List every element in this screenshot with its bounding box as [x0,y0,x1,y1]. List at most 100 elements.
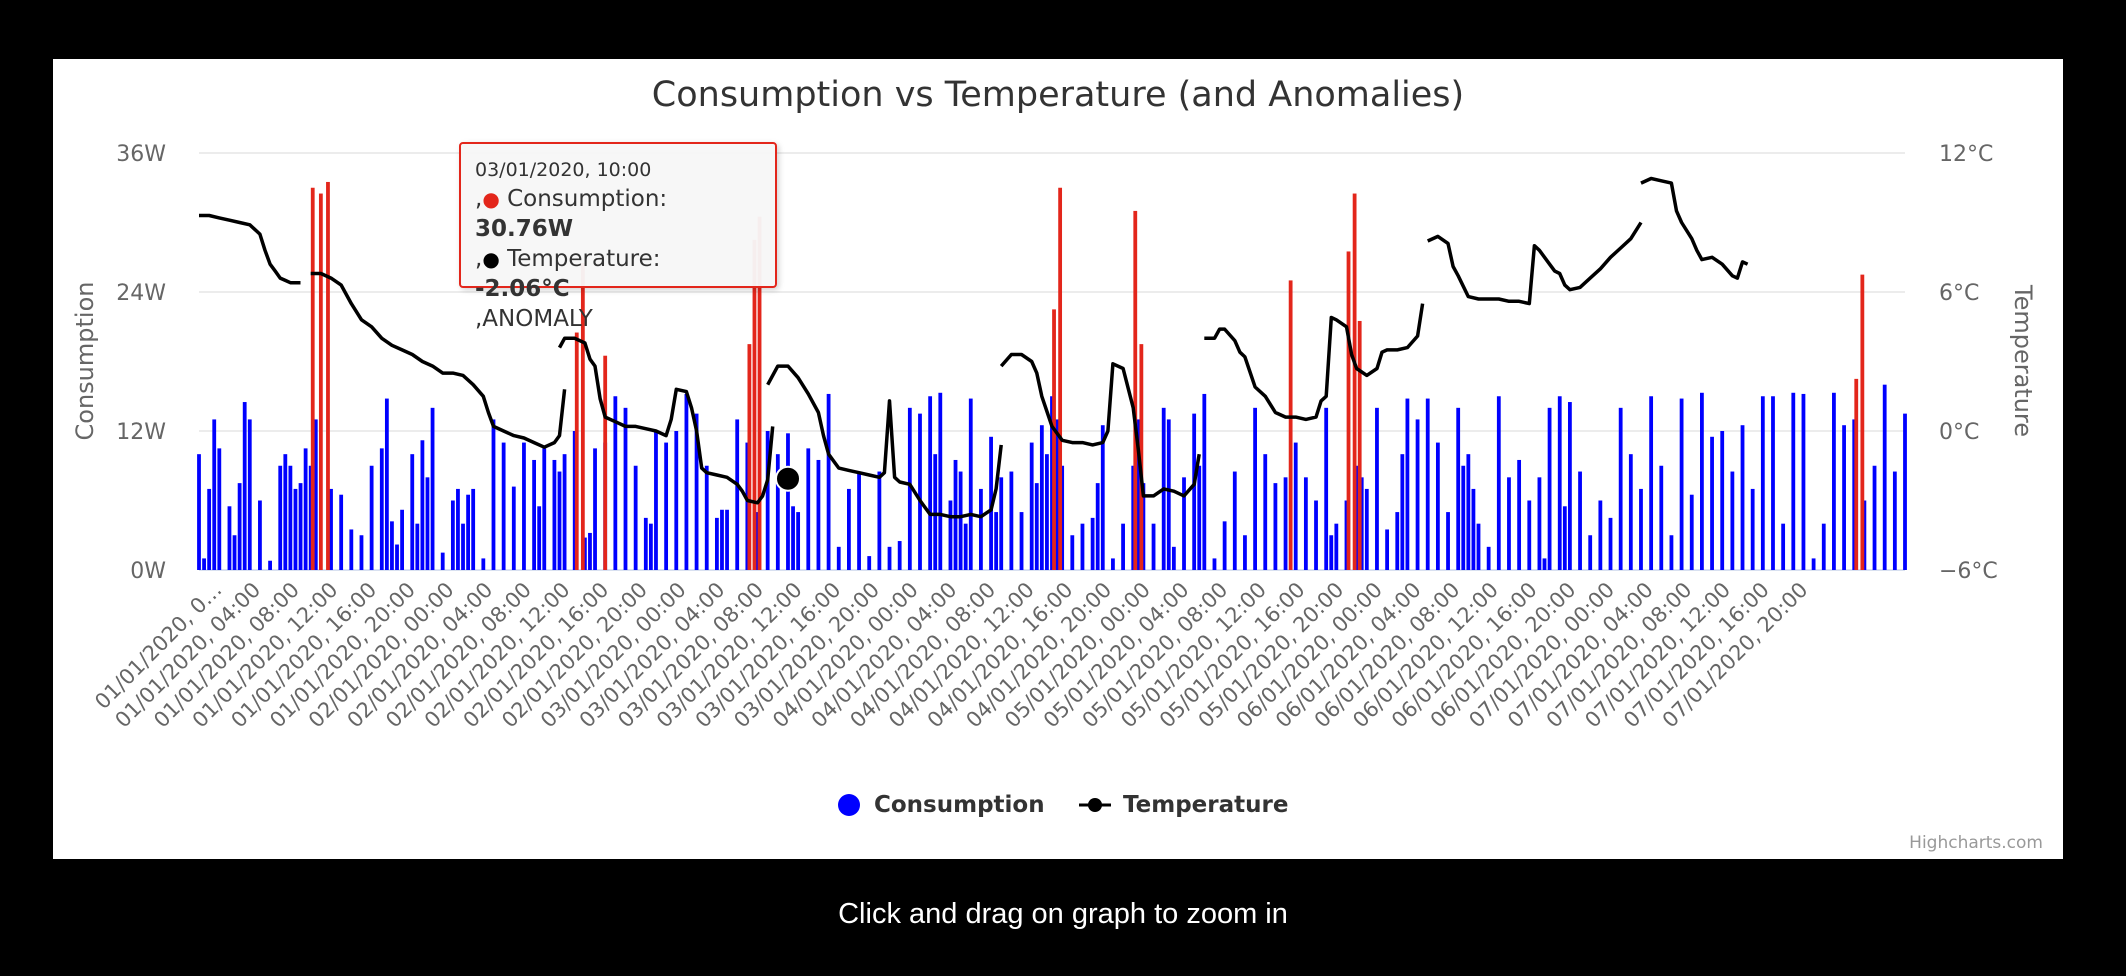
consumption-bar[interactable] [1166,419,1171,570]
consumption-bar[interactable] [1141,483,1146,570]
consumption-bar[interactable] [1517,459,1522,570]
anomaly-bar[interactable] [1357,320,1362,570]
consumption-bar[interactable] [1882,384,1887,570]
consumption-bar[interactable] [456,488,460,570]
consumption-bar[interactable] [1202,393,1207,570]
consumption-bar[interactable] [674,431,679,570]
consumption-bar[interactable] [963,523,968,570]
consumption-bar[interactable] [283,454,288,570]
consumption-bar[interactable] [1111,558,1115,570]
consumption-series[interactable] [197,384,1907,571]
consumption-bar[interactable] [288,465,293,570]
anomaly-bar[interactable] [603,355,608,570]
consumption-bar[interactable] [308,465,313,570]
consumption-bar[interactable] [1314,500,1318,571]
credits-link[interactable]: Highcharts.com [1909,833,2043,853]
consumption-bar[interactable] [1771,396,1775,570]
consumption-bar[interactable] [755,512,760,570]
consumption-bar[interactable] [1344,500,1349,571]
consumption-bar[interactable] [887,546,892,570]
consumption-bar[interactable] [491,419,496,570]
consumption-bar[interactable] [786,433,790,570]
temperature-line-segment[interactable] [766,364,1003,519]
consumption-bar[interactable] [197,454,201,570]
consumption-bar[interactable] [897,541,902,570]
consumption-bar[interactable] [1588,535,1593,570]
consumption-bar[interactable] [1486,546,1491,570]
consumption-bar[interactable] [1334,523,1339,570]
consumption-bar[interactable] [588,532,592,570]
consumption-bar[interactable] [1324,407,1329,570]
consumption-bar[interactable] [1892,471,1897,570]
consumption-bar[interactable] [1034,483,1039,570]
consumption-bar[interactable] [1039,425,1044,570]
consumption-bar[interactable] [1562,506,1567,570]
consumption-bar[interactable] [806,448,811,570]
consumption-bar[interactable] [867,556,872,570]
consumption-bar[interactable] [1842,425,1846,570]
consumption-bar[interactable] [207,488,212,570]
consumption-bar[interactable] [1669,535,1674,570]
consumption-bar[interactable] [1456,407,1461,570]
temperature-line-segment[interactable] [1204,303,1425,422]
temperature-line-segment[interactable] [999,352,1201,498]
consumption-bar[interactable] [582,537,587,570]
consumption-bar[interactable] [907,407,912,570]
consumption-bar[interactable] [1466,454,1471,570]
consumption-bar[interactable] [1045,454,1049,570]
consumption-bar[interactable] [1232,471,1237,570]
consumption-bar[interactable] [1095,483,1100,570]
consumption-bar[interactable] [999,477,1004,570]
consumption-bar[interactable] [694,413,699,570]
consumption-bar[interactable] [1578,471,1582,570]
consumption-bar[interactable] [775,454,780,570]
consumption-bar[interactable] [1618,407,1623,570]
consumption-bar[interactable] [303,448,308,570]
consumption-bar[interactable] [928,396,933,570]
consumption-bar[interactable] [384,398,389,570]
consumption-bar[interactable] [1070,535,1075,570]
consumption-bar[interactable] [994,512,999,570]
consumption-bar[interactable] [369,465,374,570]
consumption-bar[interactable] [542,448,547,570]
consumption-bar[interactable] [440,552,445,570]
consumption-bar[interactable] [1811,558,1816,570]
consumption-bar[interactable] [1359,477,1364,570]
consumption-bar[interactable] [1608,517,1613,570]
consumption-bar[interactable] [395,544,399,570]
consumption-bar[interactable] [948,500,953,571]
consumption-bar[interactable] [1679,398,1684,570]
consumption-bar[interactable] [979,488,983,570]
consumption-bar[interactable] [1852,419,1857,570]
consumption-bar[interactable] [1527,500,1532,571]
chart-panel[interactable]: Consumption vs Temperature (and Anomalie… [53,59,2063,859]
consumption-bar[interactable] [623,407,628,570]
consumption-bar[interactable] [643,517,648,570]
consumption-bar[interactable] [562,454,567,570]
consumption-bar[interactable] [1903,413,1907,570]
anomaly-bar[interactable] [318,193,323,570]
consumption-bar[interactable] [1557,396,1562,570]
consumption-bar[interactable] [1121,523,1125,570]
anomaly-bar[interactable] [1288,280,1293,570]
consumption-bar[interactable] [1283,477,1288,570]
consumption-bar[interactable] [1263,454,1268,570]
anomaly-bar[interactable] [1854,378,1859,570]
anomaly-bar[interactable] [1346,251,1351,571]
temperature-line-segment[interactable] [557,336,775,505]
consumption-bar[interactable] [816,459,821,570]
consumption-bar[interactable] [237,483,242,570]
consumption-bar[interactable] [847,488,851,570]
consumption-bar[interactable] [1100,425,1105,570]
consumption-bar[interactable] [664,442,669,570]
consumption-bar[interactable] [537,506,542,570]
consumption-bar[interactable] [684,393,689,570]
consumption-bar[interactable] [1425,398,1430,570]
anomaly-bar[interactable] [326,181,330,570]
temperature-line-segment[interactable] [310,271,567,449]
consumption-bar[interactable] [1009,471,1014,570]
consumption-bar[interactable] [202,558,206,570]
anomaly-bar[interactable] [580,263,585,570]
consumption-bar[interactable] [720,509,724,570]
consumption-bar[interactable] [390,521,394,570]
